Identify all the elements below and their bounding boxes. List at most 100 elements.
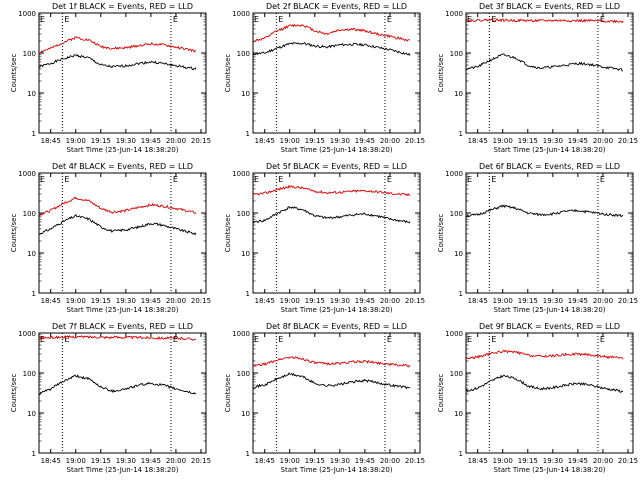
x-tick-label: 19:30 bbox=[330, 457, 350, 465]
x-tick-label: 20:15 bbox=[618, 137, 638, 145]
x-tick-label: 19:00 bbox=[493, 457, 513, 465]
series-line-lld bbox=[38, 36, 197, 54]
series-line-events bbox=[465, 53, 623, 72]
x-tick-label: 19:15 bbox=[305, 137, 325, 145]
series-line-lld bbox=[252, 23, 411, 43]
x-tick-label: 20:15 bbox=[191, 297, 211, 305]
x-tick-label: 19:45 bbox=[568, 137, 588, 145]
time-marker-label: E bbox=[387, 175, 392, 184]
x-tick-label: 20:15 bbox=[405, 297, 425, 305]
y-axis-label: Counts/sec bbox=[437, 54, 445, 93]
x-tick-label: 18:45 bbox=[255, 137, 275, 145]
y-tick-label: 10 bbox=[454, 250, 463, 258]
corner-marker-label: E bbox=[40, 15, 45, 24]
x-tick-label: 18:45 bbox=[41, 137, 61, 145]
plot-frame bbox=[38, 172, 207, 294]
time-marker-label: E bbox=[278, 15, 283, 24]
y-tick-label: 100 bbox=[23, 210, 36, 218]
y-tick-label: 100 bbox=[237, 370, 250, 378]
y-axis-label: Counts/sec bbox=[224, 54, 232, 93]
y-tick-label: 1 bbox=[246, 450, 250, 458]
series-line-lld bbox=[465, 18, 624, 24]
y-tick-label: 1 bbox=[459, 450, 463, 458]
corner-marker-label: E bbox=[40, 175, 45, 184]
x-tick-label: 19:30 bbox=[543, 457, 563, 465]
y-tick-label: 1 bbox=[246, 290, 250, 298]
time-marker-label: E bbox=[491, 175, 496, 184]
x-tick-label: 20:15 bbox=[618, 297, 638, 305]
series-line-events bbox=[38, 54, 197, 71]
series-line-events bbox=[38, 214, 197, 236]
x-tick-label: 19:15 bbox=[305, 457, 325, 465]
x-tick-label: 19:45 bbox=[355, 297, 375, 305]
time-marker-label: E bbox=[64, 15, 69, 24]
time-marker-label: E bbox=[600, 335, 605, 344]
x-tick-label: 19:00 bbox=[66, 457, 86, 465]
x-tick-label: 20:15 bbox=[618, 457, 638, 465]
time-marker-label: E bbox=[173, 335, 178, 344]
y-axis-label: Counts/sec bbox=[224, 374, 232, 413]
x-tick-label: 19:00 bbox=[280, 457, 300, 465]
plot-title: Det 4f BLACK = Events, RED = LLD bbox=[52, 162, 193, 171]
y-tick-label: 100 bbox=[237, 210, 250, 218]
x-tick-label: 19:45 bbox=[141, 457, 161, 465]
series-line-events bbox=[252, 205, 411, 224]
x-axis-label: Start Time (25-Jun-14 18:38:20) bbox=[494, 146, 606, 154]
y-axis-label: Counts/sec bbox=[224, 214, 232, 253]
x-tick-label: 19:00 bbox=[280, 297, 300, 305]
y-tick-label: 1 bbox=[459, 290, 463, 298]
x-tick-label: 19:30 bbox=[330, 297, 350, 305]
x-tick-label: 19:15 bbox=[518, 137, 538, 145]
y-tick-label: 10 bbox=[27, 250, 36, 258]
time-marker-label: E bbox=[278, 175, 283, 184]
y-tick-label: 100 bbox=[450, 210, 463, 218]
x-axis-label: Start Time (25-Jun-14 18:38:20) bbox=[494, 466, 606, 474]
y-tick-label: 10 bbox=[454, 90, 463, 98]
x-tick-label: 19:00 bbox=[280, 137, 300, 145]
corner-marker-label: E bbox=[467, 175, 472, 184]
time-marker-label: E bbox=[387, 15, 392, 24]
series-line-lld bbox=[252, 184, 411, 197]
x-tick-label: 19:00 bbox=[66, 137, 86, 145]
time-marker-label: E bbox=[64, 335, 69, 344]
x-tick-label: 18:45 bbox=[255, 457, 275, 465]
x-tick-label: 19:30 bbox=[116, 297, 136, 305]
corner-marker-label: E bbox=[254, 335, 259, 344]
corner-marker-label: E bbox=[467, 335, 472, 344]
x-tick-label: 20:15 bbox=[191, 457, 211, 465]
x-tick-label: 18:45 bbox=[468, 137, 488, 145]
x-tick-label: 20:15 bbox=[191, 137, 211, 145]
series-line-events bbox=[465, 204, 624, 218]
x-tick-label: 19:30 bbox=[116, 137, 136, 145]
x-tick-label: 19:45 bbox=[141, 297, 161, 305]
x-tick-label: 20:00 bbox=[380, 457, 400, 465]
y-tick-label: 10 bbox=[27, 410, 36, 418]
time-marker-label: E bbox=[173, 175, 178, 184]
y-tick-label: 1 bbox=[32, 450, 36, 458]
plot-title: Det 7f BLACK = Events, RED = LLD bbox=[52, 322, 193, 331]
y-axis-label: Counts/sec bbox=[437, 374, 445, 413]
y-tick-label: 10 bbox=[241, 250, 250, 258]
x-axis-label: Start Time (25-Jun-14 18:38:20) bbox=[281, 306, 393, 314]
y-tick-label: 1000 bbox=[18, 330, 36, 338]
x-tick-label: 19:30 bbox=[543, 137, 563, 145]
time-marker-label: E bbox=[173, 15, 178, 24]
y-tick-label: 1000 bbox=[18, 10, 36, 18]
x-axis-label: Start Time (25-Jun-14 18:38:20) bbox=[67, 466, 179, 474]
x-tick-label: 19:45 bbox=[141, 137, 161, 145]
plot-frame bbox=[465, 12, 634, 134]
time-marker-label: E bbox=[600, 15, 605, 24]
x-tick-label: 20:00 bbox=[166, 297, 186, 305]
plot-frame bbox=[252, 172, 421, 294]
plot-title: Det 3f BLACK = Events, RED = LLD bbox=[479, 2, 620, 11]
x-tick-label: 19:15 bbox=[305, 297, 325, 305]
plot-title: Det 6f BLACK = Events, RED = LLD bbox=[479, 162, 620, 171]
x-tick-label: 20:15 bbox=[405, 137, 425, 145]
plot-frame bbox=[465, 172, 634, 294]
corner-marker-label: E bbox=[254, 15, 259, 24]
plot-frame bbox=[252, 12, 421, 134]
y-tick-label: 1 bbox=[459, 130, 463, 138]
series-line-events bbox=[252, 42, 411, 56]
plot-title: Det 9f BLACK = Events, RED = LLD bbox=[479, 322, 620, 331]
